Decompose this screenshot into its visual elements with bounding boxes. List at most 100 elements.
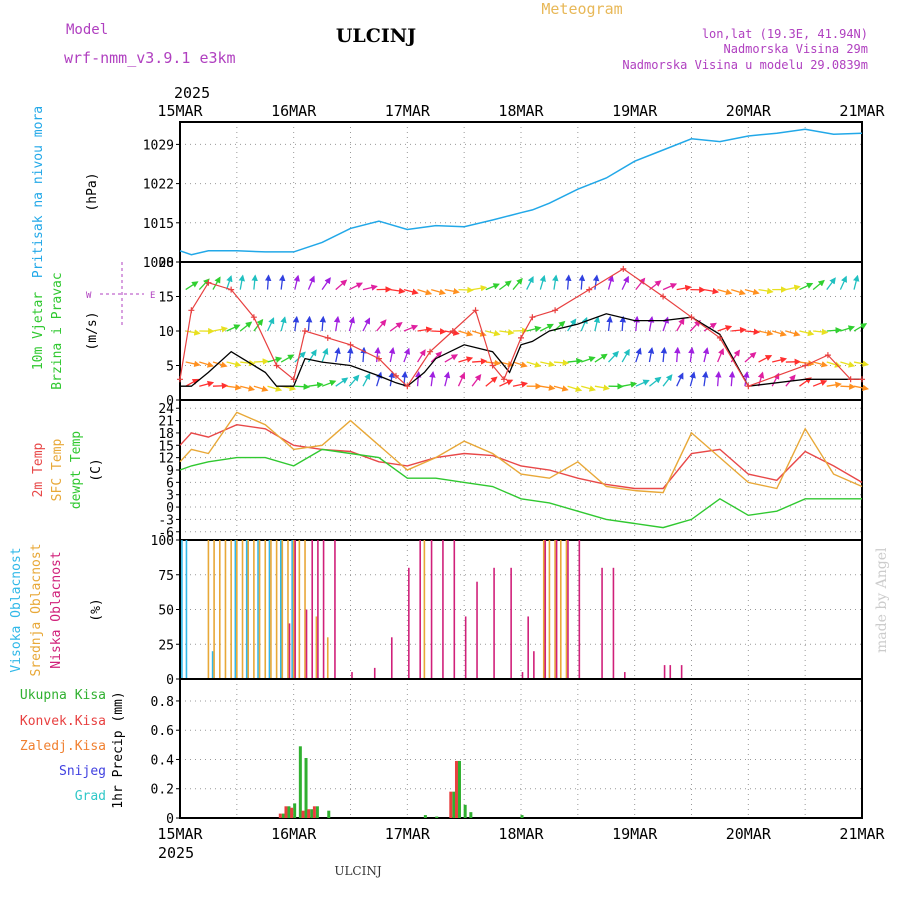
wind-arrow: [198, 278, 210, 291]
wind-gust-marker: [716, 334, 723, 341]
wind-arrow: [458, 356, 474, 363]
wind-arrow: [388, 347, 396, 363]
y-tick-label: 5: [166, 360, 174, 375]
wind-arrow: [292, 315, 300, 332]
wind-gust-marker: [290, 376, 297, 383]
wind-arrow: [622, 381, 638, 388]
precip-conv-bar: [278, 813, 282, 818]
wind-arrow: [540, 384, 556, 391]
y-tick-label: 18: [158, 427, 174, 442]
wind-arrow: [430, 351, 443, 363]
precip-ylabel: 1hr Precip (mm): [111, 691, 126, 808]
wind-arrow: [225, 275, 233, 290]
precip-total-bar: [423, 815, 427, 818]
wind-arrow: [744, 351, 757, 363]
wind-gust-marker: [847, 376, 854, 383]
wind-arrow: [431, 288, 446, 296]
wind-arrow: [199, 380, 215, 388]
wind-arrow: [731, 326, 747, 334]
pressure-panel: 1008 1015 1022 1029: [143, 121, 863, 271]
wind-arrow: [374, 346, 381, 363]
wind-arrow: [688, 346, 695, 363]
wind-gust-marker: [188, 307, 195, 314]
wind-gust-marker: [688, 314, 695, 321]
temp-sfc-title: SFC Temp: [50, 439, 65, 502]
wind-arrow: [185, 281, 199, 291]
wind-gust-marker: [347, 341, 354, 348]
wind-arrow: [635, 379, 650, 387]
wind-gust-marker: [745, 383, 752, 390]
wind-arrow: [647, 315, 655, 332]
wind-arrow: [307, 275, 315, 290]
wind-arrow: [839, 275, 847, 290]
precip-total-bar: [304, 758, 308, 818]
wind-arrow: [444, 354, 459, 363]
wind-title-1: 10m Vjetar: [31, 292, 46, 370]
wind-arrow: [553, 359, 570, 366]
wind-arrow: [376, 371, 383, 387]
wind-gust-marker: [824, 352, 831, 359]
wind-arrow: [647, 346, 655, 363]
wind-arrow: [553, 385, 569, 392]
watermark: made by Angel: [874, 547, 890, 653]
wind-gust-marker: [859, 376, 865, 383]
wind-arrow: [540, 360, 556, 368]
wind-arrow: [676, 372, 684, 387]
wind-arrow: [266, 317, 275, 332]
wind-arrow: [702, 371, 709, 387]
wind-arrow: [715, 370, 722, 387]
wind-arrow: [853, 323, 868, 332]
wind-arrow: [226, 360, 242, 368]
y-tick-label: 15: [158, 439, 174, 454]
wind-arrow: [305, 315, 313, 332]
cloud-panel: 0 25 50 75 100: [151, 534, 863, 688]
precip-total-bar: [293, 803, 297, 818]
wind-arrow: [485, 283, 500, 291]
pressure-line: [179, 128, 863, 256]
wind-arrow: [649, 376, 662, 387]
precip-conv-bar: [290, 807, 294, 818]
wind-gust-marker: [302, 328, 309, 334]
wind-arrow: [403, 324, 419, 332]
wind-arrow: [826, 381, 842, 389]
wind-arrow: [744, 328, 761, 335]
wind-arrow: [334, 347, 341, 363]
wind-arrow: [812, 379, 828, 387]
wind-arrow: [212, 361, 228, 368]
dewpoint-line: [179, 448, 862, 529]
wind-gust-marker: [472, 307, 479, 314]
y-tick-label: 1029: [143, 138, 174, 153]
wind-arrow: [758, 355, 773, 363]
wind-arrow: [619, 315, 627, 332]
wind-gust-marker: [586, 286, 593, 293]
wind-arrow: [444, 288, 460, 295]
wind-arrow: [772, 330, 787, 337]
wind-arrow: [592, 274, 600, 290]
wind-arrow: [499, 379, 514, 387]
wind-arrow: [362, 317, 371, 332]
y-tick-label: 12: [158, 452, 174, 467]
wind-panel: 0 5 10 15 20: [158, 256, 870, 409]
time-tick-bottom: 17MAR: [385, 825, 431, 843]
wind-arrow: [772, 356, 788, 364]
wind-arrow: [321, 277, 331, 290]
time-tick-top: 18MAR: [498, 102, 544, 120]
wind-direction-legend: W E: [86, 262, 155, 326]
wind-arrow: [758, 287, 774, 295]
wind-arrow: [662, 374, 673, 387]
wind-arrow: [744, 288, 760, 296]
time-tick-top: 19MAR: [612, 102, 658, 120]
wind-arrow: [319, 315, 327, 332]
wind-arrow: [581, 356, 596, 363]
wind-arrow: [238, 274, 246, 290]
precip-total-bar: [469, 812, 473, 818]
cloud-mid-title: Srednja Oblacnost: [29, 543, 44, 676]
precip-total-bar: [463, 804, 467, 818]
year-bottom: 2025: [158, 844, 194, 862]
time-tick-bottom: 21MAR: [839, 825, 885, 843]
wind-arrow: [321, 380, 337, 387]
wind-arrow: [813, 328, 829, 336]
wind-gust-marker: [250, 314, 257, 321]
wind-arrow: [689, 371, 696, 387]
wind-gust-marker: [392, 372, 399, 379]
